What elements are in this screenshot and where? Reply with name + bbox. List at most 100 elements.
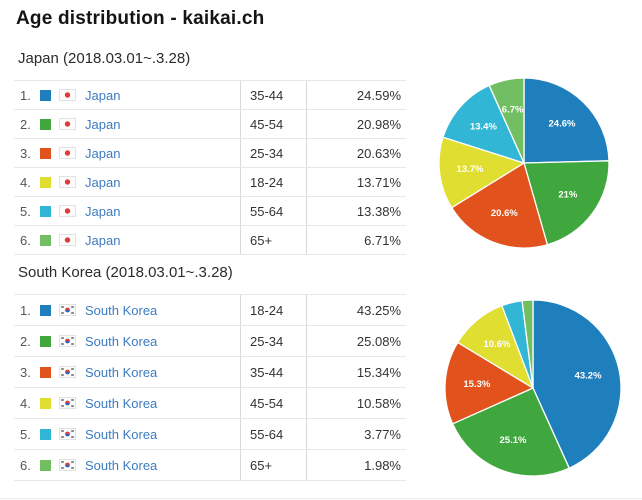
table-row: 1. South Korea 18-24 43.25% (14, 295, 406, 326)
country-link[interactable]: Japan (85, 87, 121, 103)
percent-value: 25.08% (306, 326, 406, 356)
country-cell: 2. Japan (14, 110, 240, 138)
pie-slice-18-24[interactable] (438, 136, 526, 209)
rank-label: 5. (20, 426, 31, 442)
percent-value: 13.38% (306, 197, 406, 225)
age-range: 45-54 (240, 110, 306, 138)
country-cell: 2. South Korea (14, 326, 240, 356)
country-link[interactable]: South Korea (85, 395, 158, 411)
rank-label: 3. (20, 364, 31, 380)
country-cell: 1. South Korea (14, 295, 240, 325)
legend-swatch (40, 335, 51, 347)
percent-value: 15.34% (306, 357, 406, 387)
table-row: 6. South Korea 65+ 1.98% (14, 450, 406, 480)
country-cell: 6. South Korea (14, 450, 240, 480)
pie-slice-label: 10.6% (484, 339, 511, 350)
rank-label: 6. (20, 232, 31, 248)
south-korea-flag-icon (59, 366, 76, 378)
table-row: 3. South Korea 35-44 15.34% (14, 357, 406, 388)
percent-value: 43.25% (306, 295, 406, 325)
age-range: 45-54 (240, 388, 306, 418)
south-korea-section-heading: South Korea (2018.03.01~.3.28) (18, 264, 233, 281)
country-link[interactable]: South Korea (85, 302, 158, 318)
table-row: 2. South Korea 25-34 25.08% (14, 326, 406, 357)
percent-value: 20.98% (306, 110, 406, 138)
country-cell: 3. Japan (14, 139, 240, 167)
pie-slice-65+[interactable] (488, 77, 525, 164)
pie-slice-25-34[interactable] (450, 161, 549, 249)
country-link[interactable]: South Korea (85, 333, 158, 349)
table-row: 6. Japan 65+ 6.71% (14, 226, 406, 254)
south-korea-flag-icon (59, 459, 76, 471)
south-korea-flag-icon (59, 335, 76, 347)
pie-slice-35-44[interactable] (523, 77, 610, 164)
south-korea-flag-icon (59, 397, 76, 409)
legend-swatch (40, 304, 51, 316)
percent-value: 10.58% (306, 388, 406, 418)
south-korea-flag-icon (59, 428, 76, 440)
country-link[interactable]: Japan (85, 116, 121, 132)
table-row: 4. Japan 18-24 13.71% (14, 168, 406, 197)
percent-value: 3.77% (306, 419, 406, 449)
percent-value: 13.71% (306, 168, 406, 196)
japan-pie-chart: 24.6% 21% 20.6% 13.7% 13.4% 6.7% (438, 77, 610, 249)
age-range: 25-34 (240, 326, 306, 356)
pie-slice-18-24[interactable] (532, 299, 622, 470)
country-link[interactable]: Japan (85, 174, 121, 190)
south-korea-pie-chart: 43.2% 25.1% 15.3% 10.6% (444, 299, 622, 477)
pie-slice-25-34[interactable] (451, 387, 571, 477)
age-range: 55-64 (240, 197, 306, 225)
table-row: 2. Japan 45-54 20.98% (14, 110, 406, 139)
age-range: 18-24 (240, 295, 306, 325)
japan-flag-icon (59, 234, 76, 246)
age-range: 18-24 (240, 168, 306, 196)
japan-age-table: 1. Japan 35-44 24.59% 2. Japan 45-54 20.98% 3. Ja… (14, 80, 406, 255)
japan-flag-icon (59, 147, 76, 159)
south-korea-age-table: 1. South Korea 18-24 43.25% 2. South Korea 25-… (14, 294, 406, 481)
japan-flag-icon (59, 118, 76, 130)
page-title: Age distribution - kaikai.ch (16, 8, 265, 29)
pie-slice-label: 6.7% (502, 104, 524, 115)
country-link[interactable]: South Korea (85, 457, 158, 473)
country-link[interactable]: Japan (85, 145, 121, 161)
legend-swatch (40, 89, 51, 101)
country-cell: 5. South Korea (14, 419, 240, 449)
rank-label: 6. (20, 457, 31, 473)
bottom-divider (0, 498, 642, 499)
rank-label: 2. (20, 333, 31, 349)
pie-slice-label: 13.7% (457, 164, 484, 175)
country-link[interactable]: Japan (85, 203, 121, 219)
percent-value: 20.63% (306, 139, 406, 167)
country-link[interactable]: South Korea (85, 364, 158, 380)
legend-swatch (40, 147, 51, 159)
percent-value: 24.59% (306, 81, 406, 109)
country-link[interactable]: Japan (85, 232, 121, 248)
japan-flag-icon (59, 205, 76, 217)
age-range: 55-64 (240, 419, 306, 449)
legend-swatch (40, 397, 51, 409)
table-row: 1. Japan 35-44 24.59% (14, 81, 406, 110)
japan-section-heading: Japan (2018.03.01~.3.28) (18, 50, 191, 67)
legend-swatch (40, 118, 51, 130)
pie-slice-65+[interactable] (521, 299, 534, 389)
pie-slice-label: 21% (558, 190, 578, 201)
rank-label: 4. (20, 174, 31, 190)
south-korea-flag-icon (59, 304, 76, 316)
pie-slice-55-64[interactable] (442, 84, 526, 165)
age-range: 35-44 (240, 81, 306, 109)
pie-slice-35-44[interactable] (444, 341, 535, 425)
legend-swatch (40, 366, 51, 378)
country-link[interactable]: South Korea (85, 426, 158, 442)
table-row: 4. South Korea 45-54 10.58% (14, 388, 406, 419)
table-row: 3. Japan 25-34 20.63% (14, 139, 406, 168)
country-cell: 5. Japan (14, 197, 240, 225)
pie-slice-label: 24.6% (549, 119, 576, 130)
rank-label: 1. (20, 87, 31, 103)
country-cell: 4. Japan (14, 168, 240, 196)
rank-label: 1. (20, 302, 31, 318)
age-range: 65+ (240, 226, 306, 254)
legend-swatch (40, 205, 51, 217)
age-range: 25-34 (240, 139, 306, 167)
rank-label: 3. (20, 145, 31, 161)
pie-slice-45-54[interactable] (523, 160, 610, 246)
